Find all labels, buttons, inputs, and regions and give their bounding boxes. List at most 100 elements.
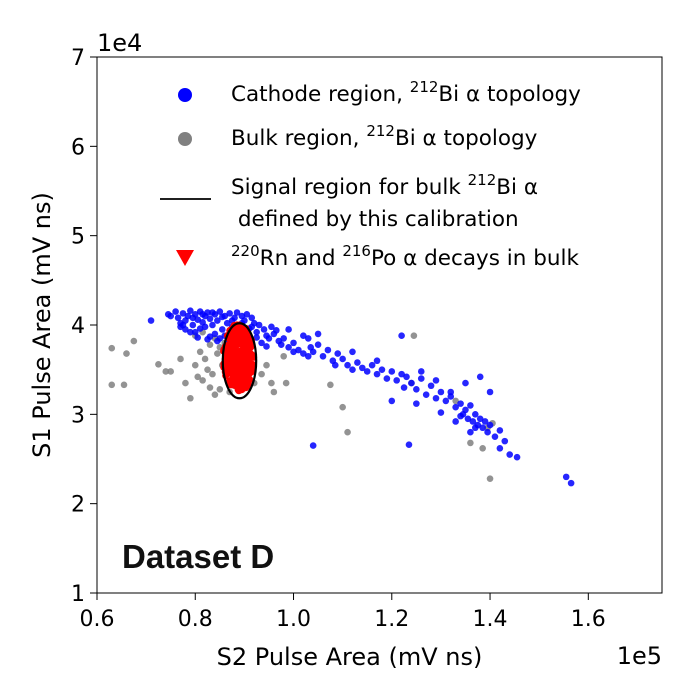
cathode-point (354, 359, 361, 366)
bulk-point (187, 394, 194, 402)
cathode-point (513, 453, 521, 461)
cathode-point (290, 339, 297, 347)
cathode-point (437, 409, 445, 416)
cathode-point (174, 314, 182, 322)
cathode-point (300, 332, 307, 340)
cathode-point (277, 341, 285, 348)
bulk-point (327, 381, 334, 389)
cathode-point (472, 424, 479, 432)
cathode-point (260, 326, 268, 333)
cathode-point (349, 348, 356, 356)
cathode-point (334, 350, 342, 357)
bulk-point (162, 368, 170, 375)
cathode-point (486, 388, 494, 396)
bulk-point (339, 403, 346, 411)
cathode-point (268, 323, 275, 331)
cathode-point (344, 361, 351, 369)
cathode-point (349, 366, 356, 373)
cathode-point (437, 388, 445, 396)
cathode-point (189, 314, 197, 322)
cathode-point (226, 310, 233, 317)
cathode-point (314, 341, 322, 348)
x-tick-label: 1.4 (473, 607, 508, 632)
cathode-point (417, 375, 425, 382)
rn-po-point (239, 381, 247, 389)
cathode-point (432, 394, 440, 402)
rn-po-point (235, 354, 243, 363)
cathode-point (373, 357, 381, 365)
cathode-point (285, 344, 292, 351)
cathode-point (253, 334, 260, 341)
bulk-point (108, 344, 116, 352)
rn-po-point (242, 360, 251, 368)
cathode-point (187, 328, 194, 336)
cathode-point (189, 321, 197, 329)
cathode-point (373, 370, 381, 378)
cathode-point (243, 310, 251, 318)
cathode-point (172, 308, 179, 315)
cathode-point (339, 355, 346, 363)
y-tick-label: 7 (71, 46, 85, 71)
bulk-point (201, 355, 209, 363)
cathode-point (304, 352, 312, 360)
rn-po-point (246, 349, 254, 357)
cathode-point (233, 309, 241, 316)
bulk-point (120, 381, 128, 389)
cathode-point (405, 441, 413, 449)
cathode-point (479, 424, 486, 432)
cathode-point (265, 335, 273, 342)
cathode-point (204, 335, 211, 343)
rn-po-point (231, 337, 239, 345)
bulk-point (452, 397, 459, 405)
cathode-point (427, 382, 435, 390)
rn-po-point (249, 360, 257, 369)
legend: Cathode region, 212Bi α topology Bulk reg… (160, 78, 581, 271)
cathode-point (486, 421, 494, 429)
cathode-point (309, 442, 317, 449)
cathode-point (442, 397, 450, 405)
cathode-point (248, 323, 256, 331)
cathode-point (258, 339, 265, 347)
cathode-point (280, 335, 287, 342)
cathode-point (506, 451, 513, 458)
bulk-point (123, 350, 130, 357)
cathode-point (179, 321, 187, 329)
bulk-point (280, 352, 287, 360)
bulk-point (204, 366, 211, 373)
cathode-point (422, 391, 430, 398)
y-tick-label: 6 (71, 135, 85, 160)
cathode-point (496, 427, 504, 434)
cathode-point (398, 332, 405, 340)
cathode-point (187, 307, 194, 315)
bulk-point (191, 361, 199, 369)
cathode-point (481, 418, 489, 425)
cathode-point (388, 397, 396, 405)
cathode-point (400, 384, 408, 391)
x-tick-label: 1.6 (571, 607, 606, 632)
cathode-point (331, 361, 339, 369)
signal-region-ellipse (221, 322, 258, 400)
x-tick-label: 0.8 (178, 607, 213, 632)
x-tick-label: 1.2 (374, 607, 409, 632)
y-axis-title: S1 Pulse Area (mV ns) (28, 192, 56, 458)
cathode-point (211, 330, 219, 338)
rn-po-point (240, 340, 249, 348)
cathode-point (206, 315, 214, 323)
cathode-point (319, 352, 327, 360)
cathode-point (167, 312, 174, 320)
bulk-point (410, 332, 418, 340)
rn-po-point (234, 331, 242, 339)
cathode-point (501, 437, 509, 445)
cathode-point (196, 325, 204, 332)
cathode-point (464, 415, 472, 423)
cathode-point (214, 337, 221, 345)
x-tick-label: 0.6 (80, 607, 115, 632)
bulk-point (268, 379, 275, 387)
bulk-point (486, 475, 494, 482)
x-axis-title: S2 Pulse Area (mV ns) (217, 643, 483, 671)
rn-po-point (231, 381, 239, 389)
cathode-point (467, 402, 474, 409)
bulk-point (270, 388, 278, 396)
rn-po-point (235, 369, 243, 378)
cathode-point (253, 328, 260, 336)
